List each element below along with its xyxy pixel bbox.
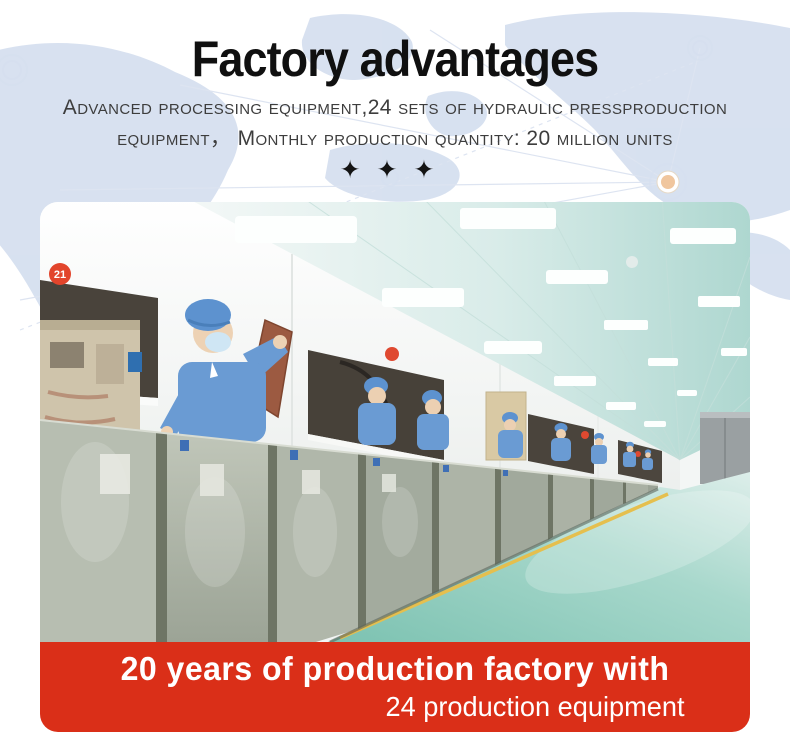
diamond-icon: ✦ bbox=[339, 156, 377, 184]
worker bbox=[498, 412, 523, 458]
worker bbox=[591, 433, 607, 464]
floor-marking-line bbox=[339, 492, 669, 640]
subtitle: Advanced processing equipment,24 sets of… bbox=[0, 92, 790, 154]
ceiling-lights bbox=[235, 208, 747, 427]
station-number-badge: 21 bbox=[54, 269, 66, 281]
corridor-end-door bbox=[700, 412, 750, 484]
worker-foreground bbox=[160, 299, 293, 442]
banner-headline: 20 years of production factory with bbox=[120, 650, 670, 687]
banner-subline: 24 production equipment bbox=[385, 691, 685, 722]
worker bbox=[358, 377, 396, 445]
worker bbox=[551, 423, 571, 461]
bottom-banner: 20 years of production factory with 24 p… bbox=[40, 642, 750, 732]
floor bbox=[328, 472, 750, 642]
press-cabinets bbox=[40, 419, 659, 642]
subtitle-line-1: Advanced processing equipment,24 sets of… bbox=[62, 96, 728, 119]
diamond-icon: ✦ bbox=[413, 156, 451, 184]
factory-card: 21 bbox=[40, 202, 750, 732]
worker bbox=[417, 390, 449, 450]
subtitle-line-2: equipment， Monthly production quantity: … bbox=[117, 127, 673, 150]
workers bbox=[160, 299, 653, 470]
factory-photo: 21 bbox=[40, 202, 750, 642]
worker bbox=[623, 441, 636, 467]
page-title: Factory advantages bbox=[191, 31, 599, 87]
worker bbox=[642, 449, 653, 470]
diamond-divider: ✦✦✦ bbox=[0, 155, 790, 185]
ceiling bbox=[194, 202, 750, 461]
diamond-icon: ✦ bbox=[376, 156, 414, 184]
